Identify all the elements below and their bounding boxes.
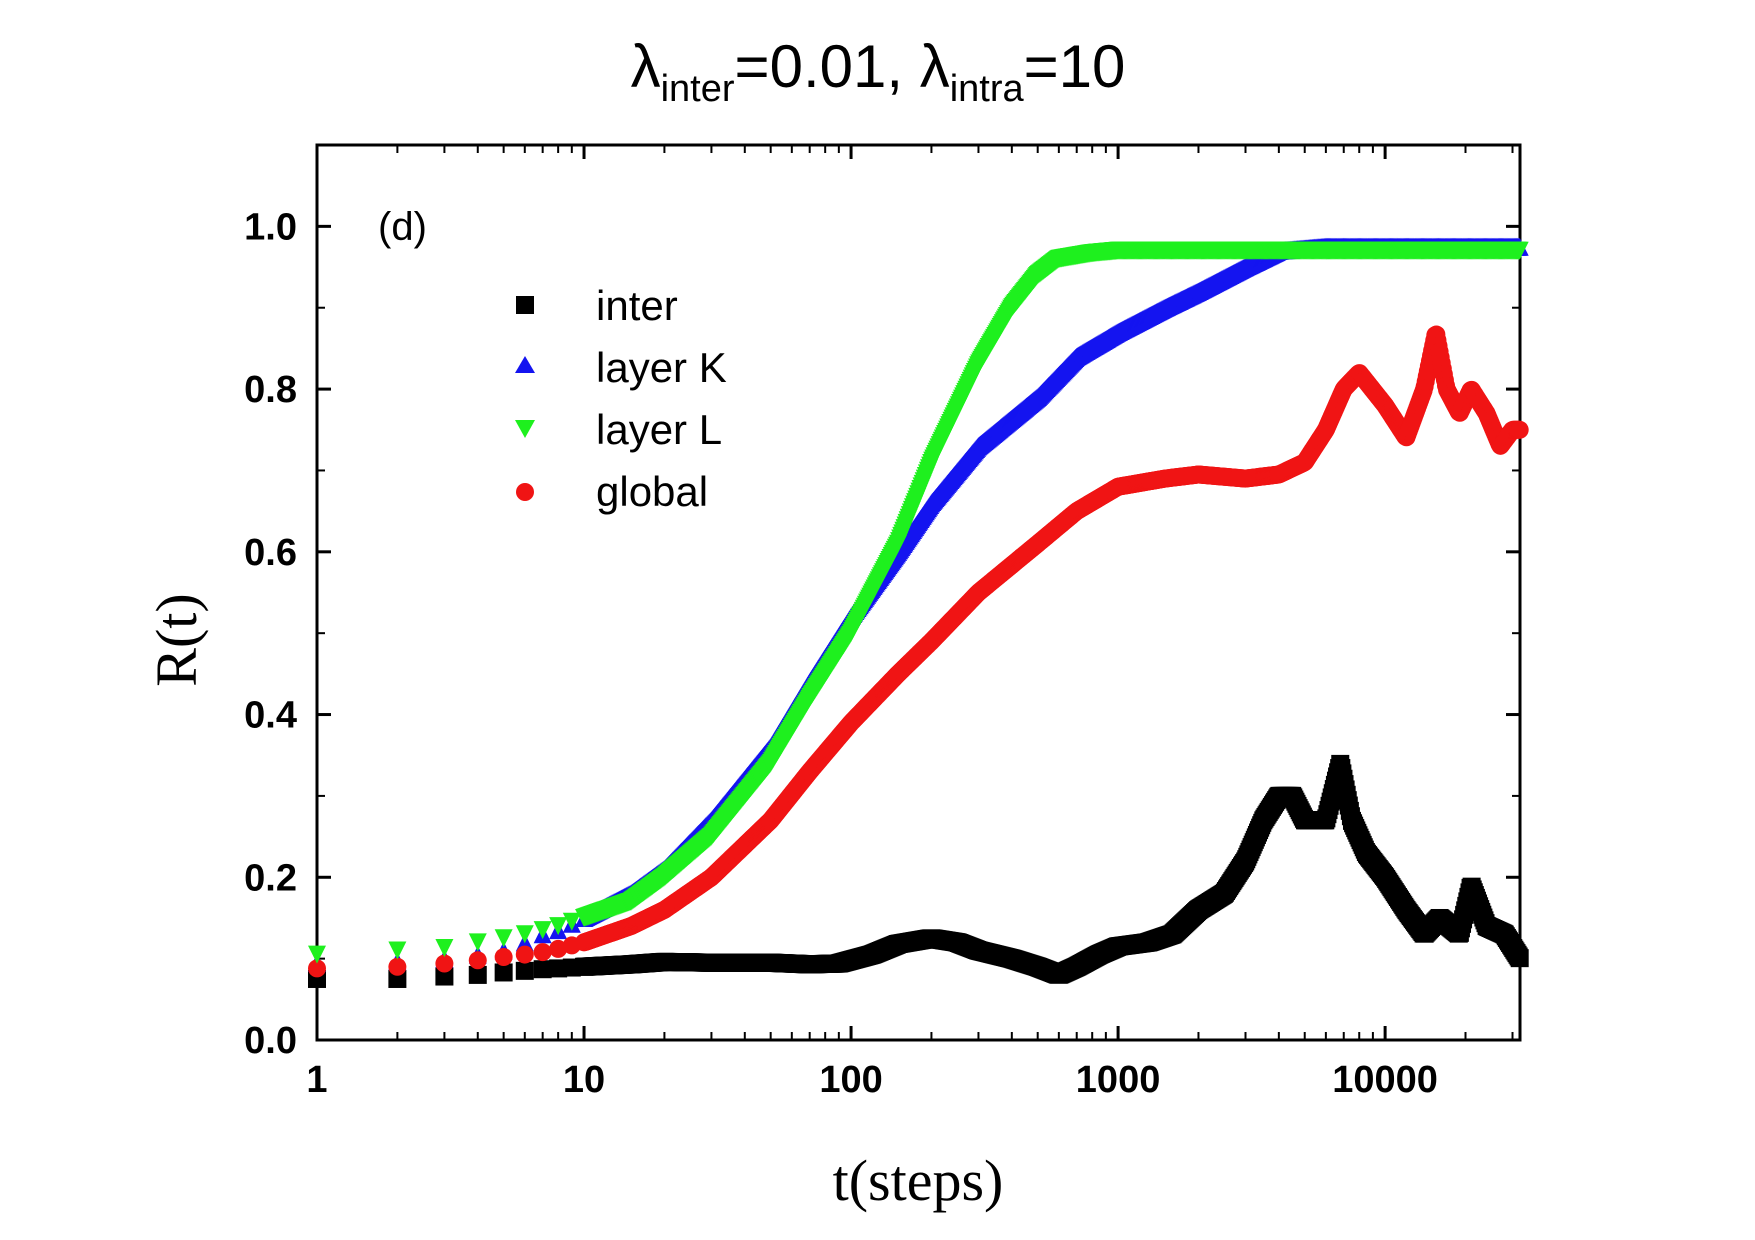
x-tick-label: 1 <box>306 1059 327 1101</box>
legend-label-global: global <box>596 468 708 515</box>
data-point-global <box>533 943 552 962</box>
chart-title: λinter=0.01, λintra=10 <box>631 33 1126 110</box>
data-point-layer-l <box>515 925 534 944</box>
title-symbol-2: λ <box>920 33 950 100</box>
y-tick-label: 0.0 <box>244 1020 297 1062</box>
legend-label-layer-l: layer L <box>596 406 722 453</box>
series-layer-k <box>308 237 1529 972</box>
series-layer-l <box>308 241 1529 964</box>
x-tick-label: 100 <box>819 1059 882 1101</box>
data-point-global <box>435 954 454 973</box>
x-tick-label: 1000 <box>1076 1059 1161 1101</box>
data-point-global <box>549 939 568 958</box>
data-point-inter <box>1510 949 1529 968</box>
x-axis-label: t(steps) <box>833 1148 1004 1213</box>
data-point-inter <box>494 963 513 982</box>
series-global <box>308 325 1529 978</box>
title-eq-1: =0.01, <box>735 33 920 100</box>
data-point-global <box>494 948 513 967</box>
legend-marker-layer-l <box>515 420 535 438</box>
data-point-layer-l <box>549 917 568 936</box>
data-point-global <box>388 957 407 976</box>
legend-marker-layer-k <box>515 356 535 373</box>
y-tick-label: 0.8 <box>244 369 297 411</box>
x-tick-label: 10 <box>563 1059 605 1101</box>
data-point-layer-l <box>494 929 513 948</box>
panel-label: (d) <box>378 205 427 249</box>
legend: inter layer K layer L global <box>515 282 727 515</box>
y-tick-label: 1.0 <box>244 206 297 248</box>
y-axis-label: R(t) <box>144 593 209 686</box>
y-tick-label: 0.4 <box>244 695 297 737</box>
data-point-global <box>1510 420 1529 439</box>
title-symbol-1: λ <box>631 33 661 100</box>
y-tick-label: 0.2 <box>244 857 297 899</box>
data-point-layer-l <box>468 933 487 952</box>
data-point-inter <box>549 959 568 978</box>
data-point-global <box>515 945 534 964</box>
data-point-global <box>308 959 326 978</box>
x-tick-label: 10000 <box>1332 1059 1438 1101</box>
title-sub-1: inter <box>661 68 735 110</box>
plot-frame <box>315 143 1522 1042</box>
data-point-inter <box>468 965 487 984</box>
data-point-layer-l <box>308 945 326 964</box>
data-point-layer-l <box>562 912 581 931</box>
data-point-layer-l <box>533 921 552 940</box>
data-point-layer-l <box>388 941 407 960</box>
axis-ticks: 1 10 100 1000 10000 0.0 0.2 0.4 0.6 0.8 1.0 <box>244 144 1520 1101</box>
legend-marker-inter <box>516 296 534 314</box>
title-sub-2: intra <box>950 68 1025 110</box>
data-point-inter <box>435 967 454 986</box>
data-point-inter <box>515 961 534 980</box>
data-point-inter <box>533 960 552 979</box>
y-tick-label: 0.6 <box>244 532 297 574</box>
data-point-global <box>468 951 487 970</box>
data-point-layer-l <box>1510 241 1529 260</box>
data-point-layer-l <box>435 939 454 958</box>
legend-label-inter: inter <box>596 282 678 329</box>
series-inter <box>308 754 1529 988</box>
legend-marker-global <box>516 483 534 501</box>
legend-label-layer-k: layer K <box>596 344 727 391</box>
series-layer <box>308 237 1529 988</box>
title-eq-2: =10 <box>1024 33 1126 100</box>
